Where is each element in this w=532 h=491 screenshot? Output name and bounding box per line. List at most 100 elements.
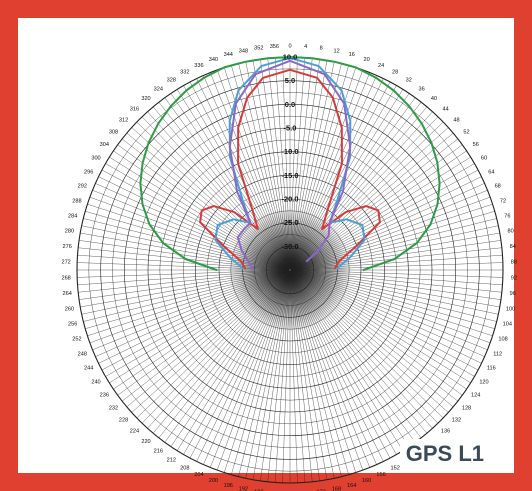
angle-tick-label: 68 [495, 184, 501, 190]
radial-tick-label: -15.0 [281, 171, 298, 180]
angle-tick-label: 292 [78, 184, 87, 190]
angle-tick-label: 300 [91, 155, 100, 161]
grid-ring [195, 175, 385, 365]
angle-tick-label: 332 [180, 70, 189, 76]
angle-tick-label: 0 [288, 43, 291, 49]
angle-tick-label: 40 [431, 96, 437, 102]
angle-tick-label: 220 [141, 439, 150, 445]
grid-ring [206, 186, 374, 354]
angle-tick-label: 32 [406, 78, 412, 84]
axis-labels: 0 4 8 1216202428323640444852566064687276808… [61, 43, 517, 491]
angle-tick-label: 172 [317, 489, 326, 491]
grid-ring [112, 92, 468, 448]
angle-tick-label: 288 [72, 198, 81, 204]
angle-tick-label: 104 [503, 322, 512, 328]
angle-tick-label: 80 [507, 229, 513, 235]
angle-tick-label: 120 [479, 379, 488, 385]
angle-tick-label: 192 [239, 487, 248, 491]
angle-tick-label: 216 [154, 449, 163, 455]
grid-ring [183, 163, 397, 377]
angle-tick-label: 208 [180, 465, 189, 471]
grid-ring [135, 115, 445, 425]
angle-tick-label: 260 [65, 306, 74, 312]
angle-tick-label: 28 [392, 70, 398, 76]
angle-tick-label: 328 [167, 78, 176, 84]
angle-tick-label: 204 [194, 472, 203, 478]
radial-tick-label: 5.0 [285, 76, 295, 85]
angle-tick-label: 280 [65, 229, 74, 235]
angle-tick-label: 336 [194, 63, 203, 69]
angle-tick-label: 100 [506, 306, 515, 312]
angle-tick-label: 340 [209, 57, 218, 63]
angle-tick-label: 352 [254, 46, 263, 52]
radial-tick-label: 10.0 [283, 53, 298, 62]
angle-tick-label: 308 [109, 130, 118, 136]
radial-tick-label: -5.0 [284, 124, 297, 133]
angle-tick-label: 12 [333, 48, 339, 54]
grid-ring [147, 127, 433, 413]
angle-tick-label: 136 [441, 429, 450, 435]
angle-tick-label: 224 [130, 429, 139, 435]
angle-tick-label: 84 [510, 244, 516, 250]
radial-tick-label: -30.0 [281, 242, 298, 251]
angle-tick-label: 236 [100, 393, 109, 399]
angle-tick-label: 276 [63, 244, 72, 250]
angle-tick-label: 268 [61, 275, 70, 281]
angle-tick-label: 272 [61, 260, 70, 266]
angle-tick-label: 72 [500, 198, 506, 204]
grid-ring [159, 139, 421, 401]
grid-ring [218, 198, 362, 342]
angle-tick-label: 96 [510, 291, 516, 297]
grid-ring [254, 234, 326, 306]
angle-tick-label: 116 [487, 366, 496, 372]
band-label: GPS L1 [399, 439, 490, 467]
radial-tick-label: 0.0 [285, 100, 295, 109]
angle-tick-label: 228 [119, 417, 128, 423]
angle-tick-label: 240 [91, 379, 100, 385]
angle-tick-label: 248 [78, 351, 87, 357]
angle-tick-label: 212 [167, 457, 176, 463]
angle-tick-label: 112 [493, 351, 502, 357]
angle-tick-label: 164 [347, 483, 356, 489]
angle-tick-label: 108 [498, 337, 507, 343]
angle-tick-label: 312 [119, 118, 128, 124]
angle-tick-label: 188 [254, 489, 263, 491]
angle-tick-label: 324 [154, 86, 163, 92]
angle-tick-label: 252 [72, 337, 81, 343]
angle-tick-label: 316 [130, 106, 139, 112]
angle-tick-label: 244 [84, 366, 93, 372]
angle-tick-label: 156 [376, 472, 385, 478]
angle-tick-label: 16 [349, 52, 355, 58]
radial-tick-label: -25.0 [281, 218, 298, 227]
angle-tick-label: 264 [63, 291, 72, 297]
angle-tick-label: 20 [363, 57, 369, 63]
angle-tick-label: 256 [68, 322, 77, 328]
angle-tick-label: 60 [481, 155, 487, 161]
pattern-series [139, 56, 441, 271]
angle-tick-label: 132 [452, 417, 461, 423]
grid-ring [230, 210, 350, 330]
radial-tick-label: -20.0 [281, 195, 298, 204]
angle-tick-label: 196 [224, 483, 233, 489]
angle-tick-label: 52 [463, 130, 469, 136]
pattern-series-line [199, 68, 381, 270]
angle-tick-label: 48 [453, 118, 459, 124]
angle-tick-label: 320 [141, 96, 150, 102]
grid-ring [277, 257, 303, 283]
angle-tick-label: 296 [84, 169, 93, 175]
angle-tick-label: 8 [320, 46, 323, 52]
angle-tick-label: 92 [511, 275, 517, 281]
angle-tick-label: 128 [462, 405, 471, 411]
grid-ring [124, 104, 456, 436]
polar-grid [76, 56, 504, 484]
angle-tick-label: 64 [488, 169, 494, 175]
pattern-series-line [214, 56, 366, 270]
grid-ring [266, 246, 314, 294]
angle-tick-label: 4 [304, 44, 307, 50]
grid-ring [171, 151, 409, 389]
angle-tick-label: 56 [473, 142, 479, 148]
angle-tick-label: 344 [224, 52, 233, 58]
angle-tick-label: 348 [239, 48, 248, 54]
angle-tick-label: 36 [419, 86, 425, 92]
grid-ring [100, 80, 480, 460]
